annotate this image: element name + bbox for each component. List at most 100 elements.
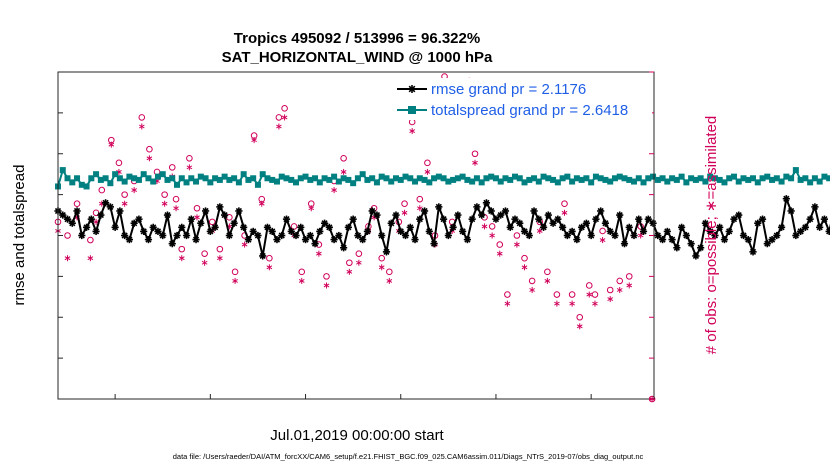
totalspread-point: [673, 176, 680, 183]
totalspread-point: [369, 175, 376, 182]
obs-possible-point: [201, 250, 208, 257]
totalspread-point: [626, 176, 633, 183]
rmse-point: [692, 252, 700, 260]
x-axis-ticks: [114, 394, 592, 399]
obs-possible-point: [561, 200, 568, 208]
totalspread-point: [802, 175, 809, 182]
totalspread-point: [659, 175, 666, 182]
totalspread-point: [297, 175, 304, 182]
totalspread-point: [516, 175, 523, 182]
rmse-point: [663, 227, 671, 236]
totalspread-point: [412, 178, 419, 185]
rmse-point: [292, 231, 300, 240]
rmse-point: [597, 207, 605, 215]
legend-rmse-star: [408, 85, 416, 93]
totalspread-point: [730, 173, 737, 180]
rmse-point: [644, 215, 652, 223]
totalspread-point: [112, 171, 119, 178]
totalspread-point: [354, 175, 361, 182]
rmse-point: [678, 223, 686, 231]
rmse-point: [168, 240, 176, 248]
totalspread-point: [573, 175, 580, 182]
rmse-point: [201, 207, 210, 215]
totalspread-point: [807, 179, 814, 186]
obs-possible-point: [416, 195, 424, 203]
rmse-point: [806, 215, 814, 223]
obs-assimilated-point: [489, 232, 495, 239]
rmse-point: [820, 215, 829, 223]
totalspread-point: [531, 175, 538, 182]
totalspread-point: [93, 171, 100, 178]
obs-assimilated-point: [331, 187, 337, 194]
totalspread-point: [293, 179, 300, 186]
totalspread-point: [321, 175, 328, 182]
totalspread-point: [288, 176, 295, 183]
obs-assimilated-point: [308, 205, 315, 212]
totalspread-point: [131, 175, 138, 182]
totalspread-point: [392, 175, 399, 182]
rmse-point: [63, 215, 72, 223]
rmse-point: [549, 219, 557, 227]
obs-assimilated-point: [178, 255, 185, 262]
rmse-point: [159, 231, 167, 240]
totalspread-point: [607, 178, 614, 185]
obs-assimilated-point: [424, 168, 431, 175]
rmse-point: [639, 227, 648, 236]
rmse-point: [478, 211, 486, 219]
rmse-point: [773, 231, 781, 240]
rmse-point: [744, 235, 752, 244]
obs-assimilated-point: [626, 282, 633, 289]
obs-possible-point: [591, 291, 599, 298]
legend-box: [394, 78, 652, 120]
rmse-point: [163, 211, 172, 219]
rmse-point: [330, 235, 338, 244]
rmse-point: [492, 215, 500, 223]
totalspread-point: [550, 176, 557, 183]
totalspread-point: [212, 175, 219, 182]
totalspread-point: [64, 175, 71, 182]
rmse-point: [720, 235, 729, 244]
rmse-point: [539, 223, 548, 231]
totalspread-point: [59, 167, 66, 174]
totalspread-point: [483, 175, 490, 182]
totalspread-point: [688, 175, 695, 182]
rmse-point: [206, 227, 214, 236]
obs-assimilated-point: [504, 300, 511, 307]
rmse-point: [282, 215, 291, 223]
obs-possible-point: [98, 186, 106, 194]
obs-possible-point: [616, 277, 624, 285]
totalspread-point: [216, 176, 223, 183]
rmse-point: [444, 231, 452, 240]
totalspread-point: [631, 178, 638, 185]
totalspread-point: [259, 171, 266, 178]
obs-assimilated-point: [232, 277, 238, 284]
totalspread-point: [435, 173, 442, 180]
left-axis-ticks: [58, 71, 63, 400]
rmse-point: [825, 227, 830, 236]
totalspread-point: [269, 176, 276, 183]
rmse-point: [240, 223, 248, 231]
obs-possible-point: [606, 286, 614, 294]
rmse-point: [687, 240, 695, 248]
rmse-point: [102, 199, 110, 207]
rmse-point: [182, 231, 191, 240]
totalspread-point: [231, 175, 238, 182]
obs-assimilated-point: [201, 259, 208, 266]
rmse-point: [792, 231, 800, 240]
obs-possible-point: [146, 145, 153, 153]
totalspread-point: [154, 173, 161, 180]
obs-possible-point: [378, 254, 386, 262]
data-file-footnote: data file: /Users/raeder/DAI/ATM_forcXX/…: [173, 452, 644, 461]
totalspread-point: [335, 178, 342, 185]
totalspread-point: [669, 175, 676, 182]
chart-subtitle: SAT_HORIZONTAL_WIND @ 1000 hPa: [222, 49, 493, 66]
totalspread-point: [245, 176, 252, 183]
rmse-point: [635, 215, 643, 223]
rmse-point: [401, 231, 410, 240]
obs-assimilated-point: [416, 205, 423, 212]
rmse-point: [497, 211, 505, 219]
totalspread-point: [145, 175, 152, 182]
obs-possible-point: [386, 268, 393, 276]
rmse-point: [544, 211, 552, 219]
rmse-point: [682, 231, 690, 240]
